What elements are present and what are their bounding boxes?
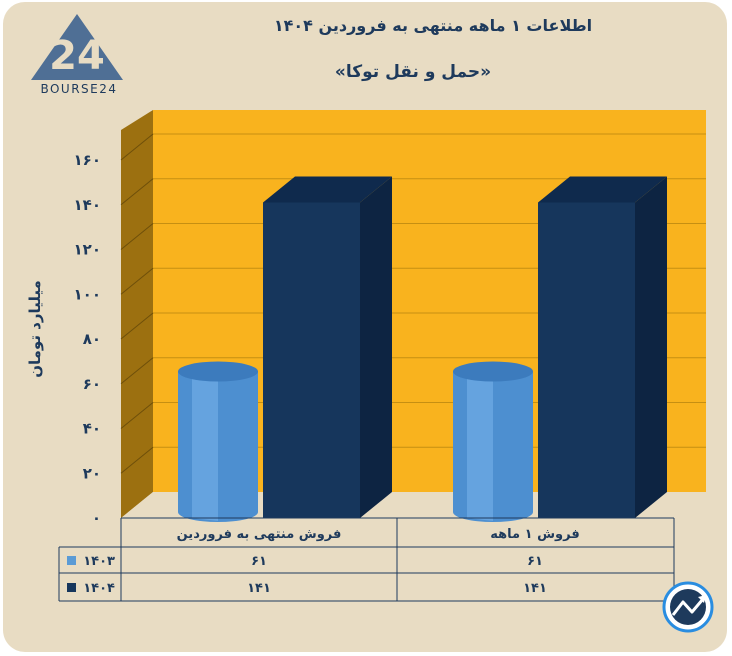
bar-1403-cylinder-highlight bbox=[192, 375, 218, 521]
chart-card: اطلاعات ۱ ماهه منتهی به فروردین ۱۴۰۴ «حم… bbox=[3, 2, 727, 652]
data-table: فروش منتهی به فروردین فروش ۱ ماهه ۱۴۰۳ ۶۱ ۶۱… bbox=[58, 517, 675, 602]
trend-logo-arrow bbox=[671, 598, 705, 616]
bar-1403-cylinder-highlight bbox=[467, 375, 493, 521]
bar-1403-cylinder-top bbox=[178, 361, 258, 382]
bars bbox=[178, 176, 667, 522]
logo-text: BOURSE24 bbox=[40, 82, 118, 96]
legend-swatch bbox=[67, 556, 76, 565]
gridline-side bbox=[120, 267, 154, 295]
legend-label: ۱۴۰۴ bbox=[83, 581, 115, 596]
y-tick-label: ۱۶۰ bbox=[74, 151, 101, 169]
data-label: ۶۱ bbox=[527, 554, 543, 569]
data-label: ۶۱ bbox=[251, 554, 267, 569]
bar-1404-side bbox=[360, 176, 392, 518]
legend-swatch bbox=[67, 583, 76, 592]
data-label: ۱۴۱ bbox=[247, 581, 271, 596]
gridline-side bbox=[120, 312, 154, 340]
chart-subtitle: «حمل و نقل توکا» bbox=[334, 62, 492, 82]
y-tick-label: ۱۴۰ bbox=[74, 196, 101, 214]
gridline-side bbox=[120, 133, 154, 161]
trend-logo-arrowhead bbox=[698, 595, 706, 603]
data-label: ۱۴۱ bbox=[523, 581, 547, 596]
gridline-side bbox=[120, 402, 154, 429]
bar-1403-cylinder-top bbox=[453, 361, 533, 382]
logo-numerals: 24 bbox=[49, 33, 105, 79]
bar-1404-side bbox=[635, 176, 667, 518]
gridline-side bbox=[120, 446, 154, 474]
bar-1404-front bbox=[538, 202, 635, 518]
y-tick-label: ۱۲۰ bbox=[74, 241, 101, 259]
gridline-side bbox=[120, 178, 154, 206]
bourse24-logo: 24 bbox=[31, 14, 123, 80]
category-label: فروش ۱ ماهه bbox=[490, 527, 579, 542]
chart-canvas: 24 ۰ ۲۰ ۴۰ ۶۰ ۸۰ ۱۰۰ ۱۲۰ ۱۴۰ ۱۶۰ فروش منتهی به ف… bbox=[31, 14, 714, 633]
y-tick-label: ۲۰ bbox=[83, 464, 101, 482]
y-axis-ticks: ۰ ۲۰ ۴۰ ۶۰ ۸۰ ۱۰۰ ۱۲۰ ۱۴۰ ۱۶۰ bbox=[74, 151, 101, 527]
side-wall bbox=[121, 110, 153, 518]
gridline-side bbox=[120, 223, 154, 250]
bar-1404-front bbox=[263, 202, 360, 518]
y-tick-label: ۱۰۰ bbox=[74, 285, 101, 303]
y-tick-label: ۰ bbox=[92, 509, 101, 527]
logo-triangle bbox=[31, 14, 123, 80]
y-tick-label: ۸۰ bbox=[83, 330, 101, 348]
category-label: فروش منتهی به فروردین bbox=[177, 527, 342, 542]
gridline-side bbox=[120, 357, 154, 385]
y-tick-label: ۶۰ bbox=[83, 375, 101, 393]
legend-label: ۱۴۰۳ bbox=[83, 554, 115, 569]
bar-1404-top bbox=[538, 176, 667, 203]
y-tick-label: ۴۰ bbox=[83, 420, 101, 438]
trend-logo-icon bbox=[662, 581, 714, 633]
bar-1404-top bbox=[263, 176, 392, 203]
chart-title: اطلاعات ۱ ماهه منتهی به فروردین ۱۴۰۴ bbox=[273, 16, 593, 35]
